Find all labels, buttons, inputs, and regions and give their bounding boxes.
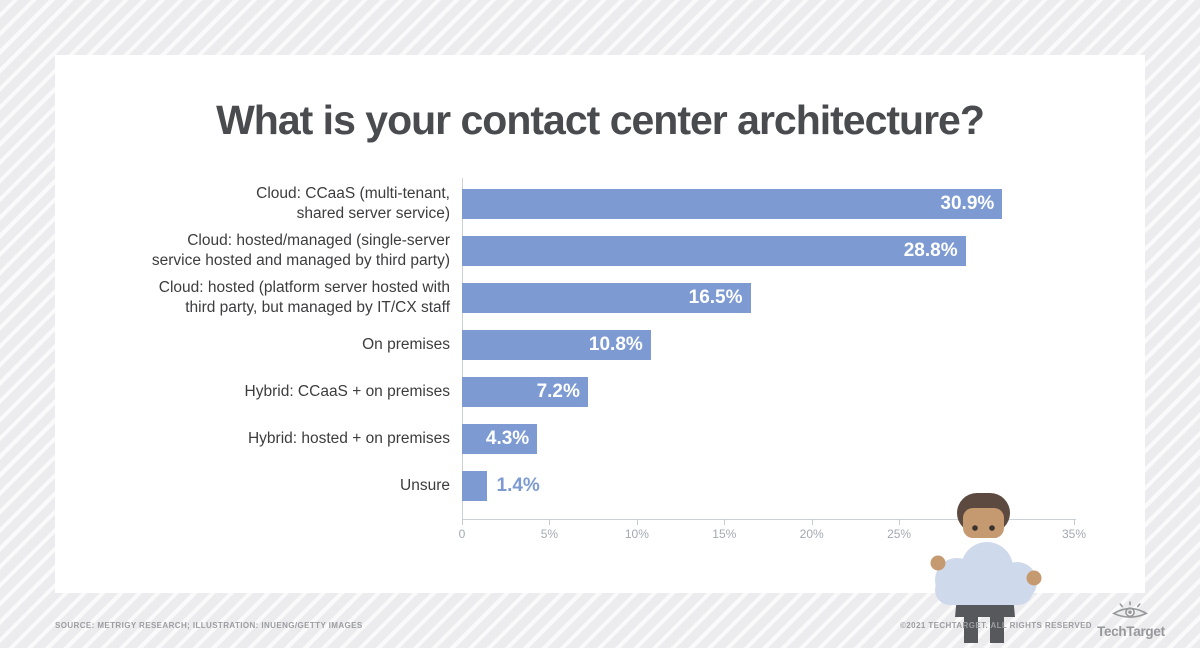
bar: 30.9%: [462, 188, 1003, 219]
category-label: Cloud: hosted/managed (single-server ser…: [151, 231, 450, 269]
bar-row: Unsure 1.4%: [55, 462, 1145, 509]
person-holding-cloud-illustration: [930, 493, 1042, 643]
bar-rows: Cloud: CCaaS (multi-tenant, shared serve…: [55, 180, 1145, 509]
x-axis-tick-label: 35%: [1061, 527, 1087, 541]
bar-row: Cloud: hosted/managed (single-server ser…: [55, 227, 1145, 274]
bar: 28.8%: [462, 235, 966, 266]
bar-track: 28.8%: [462, 235, 1074, 266]
x-axis-tick: [1074, 519, 1075, 525]
x-axis-line: [462, 519, 1076, 520]
value-label: 28.8%: [903, 239, 958, 261]
cloud-icon: [935, 542, 1037, 605]
face-shape: [963, 508, 1004, 538]
x-axis-tick: [724, 519, 726, 525]
x-axis-tick-label: 0: [458, 527, 466, 541]
category-label: Cloud: hosted (platform server hosted wi…: [158, 278, 450, 316]
category-label: Hybrid: CCaaS + on premises: [244, 382, 450, 400]
bar: 16.5%: [462, 282, 751, 313]
eye-icon: [1111, 601, 1149, 618]
bar-row: On premises 10.8%: [55, 321, 1145, 368]
value-label: 1.4%: [496, 474, 540, 496]
bar-row: Hybrid: hosted + on premises 4.3%: [55, 415, 1145, 462]
right-hand: [1026, 570, 1042, 586]
source-credit: SOURCE: METRIGY RESEARCH; ILLUSTRATION: …: [55, 621, 363, 630]
bar: 7.2%: [462, 376, 588, 407]
x-axis-tick: [636, 519, 638, 525]
value-label: 7.2%: [536, 380, 580, 402]
techtarget-logo: TechTarget: [1097, 601, 1165, 639]
x-axis-tick-label: 15%: [712, 527, 737, 541]
bar: 1.4%: [462, 470, 540, 501]
value-label: 30.9%: [940, 192, 995, 214]
chart-title: What is your contact center architecture…: [216, 97, 985, 143]
value-label: 4.3%: [485, 427, 530, 449]
left-leg: [964, 617, 978, 643]
left-eye: [972, 525, 978, 531]
x-axis-tick-label: 5%: [540, 527, 559, 541]
bar-chart: Cloud: CCaaS (multi-tenant, shared serve…: [55, 178, 1145, 643]
bar-track: 30.9%: [462, 188, 1074, 219]
bar-row: Hybrid: CCaaS + on premises 7.2%: [55, 368, 1145, 415]
bar: 4.3%: [462, 423, 538, 454]
bar-track: 10.8%: [462, 329, 1074, 360]
bar-track: 7.2%: [462, 376, 1074, 407]
category-label: Hybrid: hosted + on premises: [247, 429, 450, 447]
x-axis-tick-label: 10%: [624, 527, 649, 541]
x-axis-tick: [462, 519, 463, 525]
x-axis-tick: [811, 519, 813, 525]
bar-track: 1.4%: [462, 470, 1074, 501]
x-axis-tick-label: 25%: [887, 527, 912, 541]
x-axis-tick-label: 20%: [799, 527, 824, 541]
bar-row: Cloud: CCaaS (multi-tenant, shared serve…: [55, 180, 1145, 227]
category-label: Unsure: [400, 476, 450, 494]
left-hand: [930, 555, 946, 571]
x-axis-tick: [549, 519, 551, 525]
bar-track: 16.5%: [462, 282, 1074, 313]
x-axis-tick: [899, 519, 901, 525]
right-leg: [990, 617, 1004, 643]
techtarget-logo-text: TechTarget: [1097, 624, 1165, 639]
bar-row: Cloud: hosted (platform server hosted wi…: [55, 274, 1145, 321]
chart-card: What is your contact center architecture…: [55, 55, 1145, 643]
value-label: 16.5%: [688, 286, 743, 308]
copyright-notice: ©2021 TECHTARGET. ALL RIGHTS RESERVED: [900, 621, 1092, 630]
value-label: 10.8%: [588, 333, 643, 355]
right-eye: [989, 525, 995, 531]
bar-track: 4.3%: [462, 423, 1074, 454]
category-label: On premises: [362, 335, 450, 353]
bar: 10.8%: [462, 329, 651, 360]
category-label: Cloud: CCaaS (multi-tenant, shared serve…: [256, 184, 450, 222]
